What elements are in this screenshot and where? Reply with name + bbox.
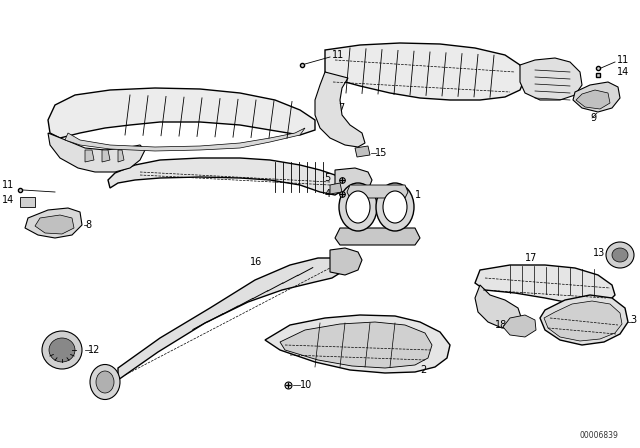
Polygon shape bbox=[475, 265, 615, 305]
Polygon shape bbox=[335, 168, 372, 195]
Polygon shape bbox=[355, 146, 370, 157]
Text: 11: 11 bbox=[2, 180, 14, 190]
Text: 2: 2 bbox=[420, 365, 426, 375]
Polygon shape bbox=[118, 258, 340, 380]
Polygon shape bbox=[335, 228, 420, 245]
Text: 17: 17 bbox=[525, 253, 538, 263]
Text: 10: 10 bbox=[300, 380, 312, 390]
Polygon shape bbox=[573, 82, 620, 112]
Text: 9: 9 bbox=[590, 113, 596, 123]
Polygon shape bbox=[540, 295, 628, 345]
Ellipse shape bbox=[376, 183, 414, 231]
Text: 12: 12 bbox=[88, 345, 100, 355]
Ellipse shape bbox=[96, 371, 114, 393]
Polygon shape bbox=[25, 208, 82, 238]
Polygon shape bbox=[265, 315, 450, 373]
Ellipse shape bbox=[612, 248, 628, 262]
Polygon shape bbox=[330, 248, 362, 275]
Ellipse shape bbox=[606, 242, 634, 268]
Text: 7: 7 bbox=[338, 103, 344, 113]
Polygon shape bbox=[576, 90, 610, 109]
Polygon shape bbox=[325, 43, 525, 100]
Text: 00006839: 00006839 bbox=[580, 431, 619, 439]
Polygon shape bbox=[347, 185, 408, 198]
Text: 16: 16 bbox=[250, 257, 262, 267]
Polygon shape bbox=[330, 183, 342, 194]
Ellipse shape bbox=[383, 191, 407, 223]
Text: 11: 11 bbox=[617, 55, 629, 65]
Text: 11: 11 bbox=[332, 50, 344, 60]
Text: 15: 15 bbox=[375, 148, 387, 158]
Polygon shape bbox=[65, 128, 305, 151]
Polygon shape bbox=[544, 301, 622, 341]
Text: 8: 8 bbox=[85, 220, 91, 230]
Polygon shape bbox=[85, 150, 94, 162]
Polygon shape bbox=[475, 285, 522, 328]
Polygon shape bbox=[20, 197, 35, 207]
Polygon shape bbox=[118, 150, 124, 162]
Polygon shape bbox=[35, 215, 74, 234]
Polygon shape bbox=[48, 88, 315, 138]
Polygon shape bbox=[280, 322, 432, 368]
Text: 14: 14 bbox=[2, 195, 14, 205]
Text: 13: 13 bbox=[593, 248, 605, 258]
Ellipse shape bbox=[346, 191, 370, 223]
Ellipse shape bbox=[49, 338, 75, 362]
Polygon shape bbox=[48, 133, 145, 172]
Text: 18: 18 bbox=[495, 320, 508, 330]
Text: 3: 3 bbox=[630, 315, 636, 325]
Text: ·5: ·5 bbox=[322, 173, 332, 183]
Ellipse shape bbox=[42, 331, 82, 369]
Ellipse shape bbox=[339, 183, 377, 231]
Polygon shape bbox=[108, 158, 340, 195]
Text: 1: 1 bbox=[415, 190, 421, 200]
Polygon shape bbox=[102, 150, 110, 162]
Polygon shape bbox=[315, 72, 365, 147]
Text: ·4: ·4 bbox=[322, 189, 331, 199]
Polygon shape bbox=[520, 58, 582, 100]
Ellipse shape bbox=[90, 365, 120, 400]
Polygon shape bbox=[503, 315, 536, 337]
Text: 14: 14 bbox=[617, 67, 629, 77]
